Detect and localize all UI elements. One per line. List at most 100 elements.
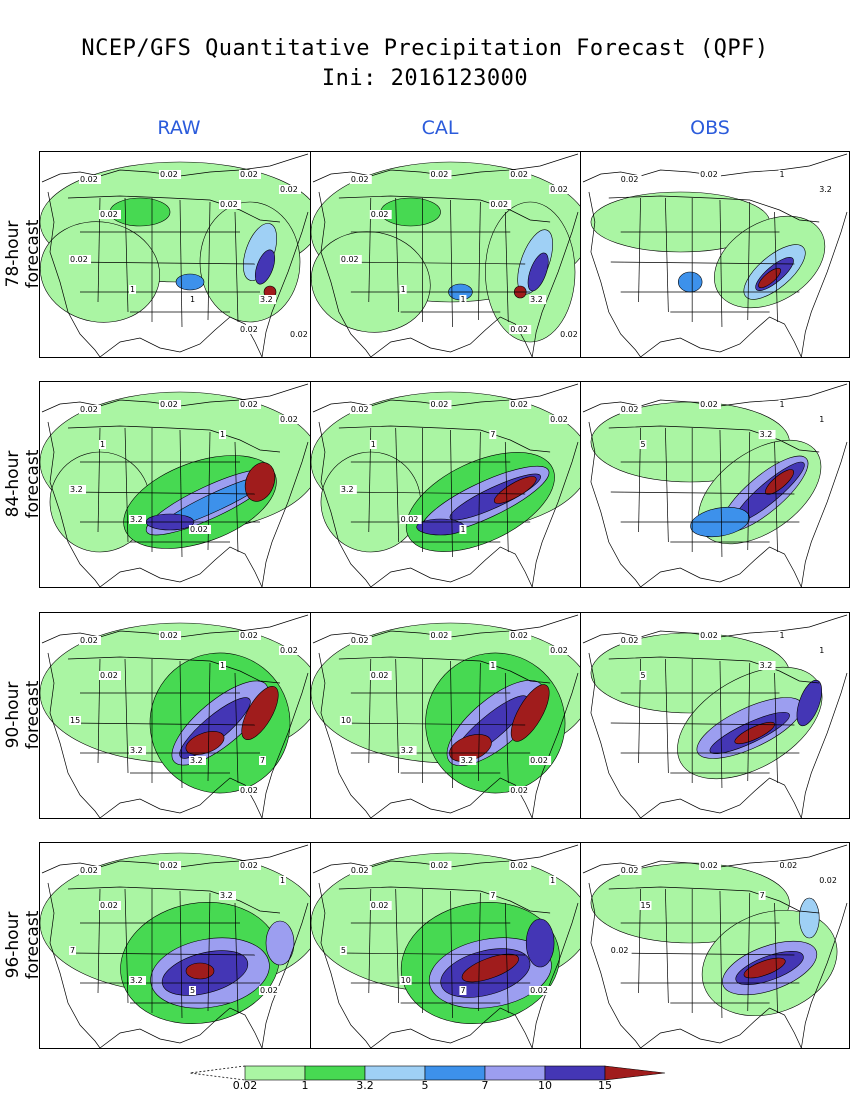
boundary-line [124,427,129,543]
contour-label: 3.2 [190,756,203,765]
contour-label: 5 [190,986,195,995]
contour-label: 0.02 [160,400,178,409]
contour-label: 0.02 [621,405,639,414]
contour-label: 0.02 [700,631,718,640]
contour-label: 0.02 [341,255,359,264]
map-outline [582,844,848,1048]
boundary-line [318,882,372,1048]
map-panel-raw-84h: 0.02 0.02 0.02 0.02 1 1 3.2 3.2 0.02 [39,381,311,588]
boundary-line [69,952,256,956]
boundary-line [747,892,751,1012]
contour-label: 0.02 [431,170,449,179]
boundary-line [588,882,641,1048]
map-panel-raw-96h: 0.02 0.02 0.02 1 0.02 3.2 7 3.2 5 0.02 [39,842,311,1049]
map-outline [41,153,309,357]
color-legend [190,1065,666,1081]
contour-label: 0.02 [510,861,528,870]
boundary-line [588,191,641,357]
contour-label: 0.02 [280,185,298,194]
contour-label: 0.02 [550,185,568,194]
boundary-line [124,888,129,1004]
contour-label: 0.02 [700,861,718,870]
boundary-line [67,886,281,914]
boundary-line [608,425,820,453]
boundary-line [338,656,551,684]
contour-label: 3.2 [760,661,773,670]
boundary-line [124,658,129,774]
boundary-line [207,892,211,1012]
legend-swatch [544,1065,606,1081]
contour-label: 3.2 [70,485,83,494]
contour-label: 1 [819,415,824,424]
contour-label: 3.2 [819,185,832,194]
boundary-line [261,672,309,818]
boundary-line [478,431,481,551]
contour-label: 0.02 [621,636,639,645]
legend-tick-label: 10 [538,1079,552,1092]
precip-area [734,721,775,745]
boundary-line [531,902,579,1048]
boundary-line [47,882,101,1048]
legend-swatch [304,1065,366,1081]
contour-label: 1 [460,295,465,304]
contour-label: 0.02 [510,325,528,334]
boundary-line [801,902,848,1048]
contour-label: 0.02 [621,175,639,184]
contour-label: 3.2 [130,976,143,985]
boundary-line [610,722,795,726]
precip-contours [590,191,826,309]
contour-label: 3.2 [341,485,354,494]
contour-label: 3.2 [460,756,473,765]
precip-contours [40,161,310,323]
boundary-line [261,211,309,357]
contour-label: 0.02 [240,786,258,795]
precip-area [241,686,279,740]
precip-area [265,920,295,966]
boundary-line [608,195,820,223]
boundary-line [640,316,802,357]
contour-label: 1 [280,876,285,885]
contour-label: 0.02 [431,861,449,870]
legend-tick-label: 5 [421,1079,429,1092]
precip-area [525,918,555,968]
map-panel-cal-78h: 0.02 0.02 0.02 0.02 0.02 0.02 0.02 1 1 3.2 0.02 0.0… [310,151,581,358]
boundary-line [640,777,802,818]
contour-label: 7 [260,756,265,765]
contour-label: 1 [780,400,785,409]
precip-contours [311,161,580,343]
boundary-line [67,195,281,223]
map-panel-cal-84h: 0.02 0.02 0.02 0.02 1 7 3.2 0.02 1 [310,381,581,588]
contour-label: 0.02 [510,786,528,795]
contour-label: 0.02 [490,200,508,209]
boundary-line [69,491,256,495]
contour-label: 0.02 [621,866,639,875]
boundary-line [234,211,239,323]
boundary-line [370,546,533,587]
legend-swatch [424,1065,486,1081]
contour-label: 0.02 [371,901,389,910]
boundary-line [531,441,579,587]
boundary-line [640,546,802,587]
contour-label: 0.02 [70,255,88,264]
boundary-line [747,431,751,551]
precip-area [416,518,465,536]
legend-tick-label: 7 [481,1079,489,1092]
contour-label: 0.02 [240,861,258,870]
boundary-line [588,421,641,587]
precip-area [461,953,519,983]
boundary-line [747,201,751,321]
contour-label: 1 [220,661,225,670]
boundary-line [338,425,551,453]
contour-label: 10 [341,716,351,725]
contour-label: 3.2 [130,515,143,524]
contour-label: 0.02 [220,200,238,209]
contour-label: 0.02 [100,671,118,680]
boundary-line [801,441,848,587]
contour-label: 0.02 [80,866,98,875]
contour-label: 0.02 [371,210,389,219]
precip-area [185,962,215,980]
boundary-line [610,261,795,265]
legend-swatch [364,1065,426,1081]
precip-area [796,679,822,727]
boundary-line [234,441,239,553]
